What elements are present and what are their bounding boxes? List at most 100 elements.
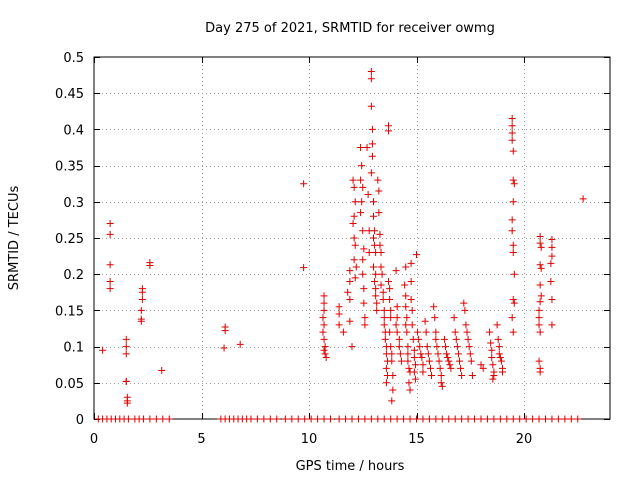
data-point (477, 361, 485, 369)
data-point (497, 357, 505, 365)
data-point (374, 176, 382, 184)
data-point (372, 292, 380, 300)
data-point (432, 328, 440, 336)
data-point (335, 310, 343, 318)
x-axis-label: GPS time / hours (296, 459, 405, 474)
data-point (509, 176, 517, 184)
data-point (358, 162, 366, 170)
data-point (379, 288, 387, 296)
data-point (393, 415, 401, 423)
data-point (106, 285, 114, 293)
data-point (487, 339, 495, 347)
data-point (467, 357, 475, 365)
data-point (360, 285, 368, 293)
data-point (407, 296, 415, 304)
data-point (387, 314, 395, 322)
data-point (405, 364, 413, 372)
data-point (371, 227, 379, 235)
data-point (410, 368, 418, 376)
y-tick-label: 0.1 (63, 341, 84, 356)
data-point (357, 176, 365, 184)
data-point (146, 415, 154, 423)
data-point (510, 180, 518, 188)
data-point (320, 346, 328, 354)
data-point (418, 353, 426, 361)
data-point (281, 415, 289, 423)
data-point (351, 241, 359, 249)
data-point (387, 306, 395, 314)
data-point (386, 296, 394, 304)
data-point (300, 264, 308, 272)
data-point (510, 299, 518, 307)
data-point (152, 415, 160, 423)
data-point (494, 335, 502, 343)
data-point (350, 256, 358, 264)
data-point (548, 252, 556, 260)
data-point (432, 335, 440, 343)
data-point (437, 372, 445, 380)
data-point (548, 415, 556, 423)
data-point (349, 220, 357, 228)
data-point (404, 357, 412, 365)
y-tick-label: 0.4 (63, 123, 84, 138)
x-tick-label: 10 (301, 432, 318, 447)
data-point (321, 350, 329, 358)
data-point (419, 415, 427, 423)
data-point (106, 277, 114, 285)
data-point (440, 335, 448, 343)
data-point (273, 415, 281, 423)
data-point (346, 296, 354, 304)
data-point (535, 321, 543, 329)
y-tick-label: 0.05 (55, 377, 84, 392)
data-point (574, 415, 582, 423)
data-point (266, 415, 274, 423)
data-point (407, 277, 415, 285)
data-point (385, 277, 393, 285)
data-point (387, 343, 395, 351)
data-point (346, 267, 354, 275)
data-point (387, 415, 395, 423)
data-point (417, 350, 425, 358)
data-point (537, 292, 545, 300)
data-point (465, 343, 473, 351)
data-point (508, 129, 516, 137)
data-point (509, 241, 517, 249)
y-tick-label: 0.5 (63, 51, 84, 66)
data-point (567, 415, 575, 423)
data-point (346, 317, 354, 325)
data-point (445, 415, 453, 423)
data-point (371, 277, 379, 285)
data-point (122, 377, 130, 385)
data-point (354, 415, 362, 423)
data-point (368, 125, 376, 133)
data-point (554, 415, 562, 423)
data-point (402, 263, 410, 271)
data-point (495, 343, 503, 351)
data-point (146, 262, 154, 270)
data-point (319, 328, 327, 336)
data-point (508, 136, 516, 144)
data-point (537, 243, 545, 251)
data-point (425, 357, 433, 365)
data-point (458, 372, 466, 380)
data-point (368, 140, 376, 148)
data-point (508, 216, 516, 224)
y-tick-label: 0 (76, 413, 84, 428)
data-point (382, 379, 390, 387)
data-point (294, 415, 302, 423)
data-point (464, 415, 472, 423)
data-point (301, 415, 309, 423)
data-point (389, 386, 397, 394)
data-point (548, 296, 556, 304)
data-point (424, 350, 432, 358)
data-point (536, 368, 544, 376)
data-point (542, 415, 549, 423)
data-point (370, 198, 377, 206)
data-point (361, 321, 369, 329)
data-point (359, 183, 367, 191)
data-point (402, 292, 410, 300)
data-point (359, 270, 367, 278)
data-point (508, 122, 516, 130)
data-point (438, 382, 446, 390)
